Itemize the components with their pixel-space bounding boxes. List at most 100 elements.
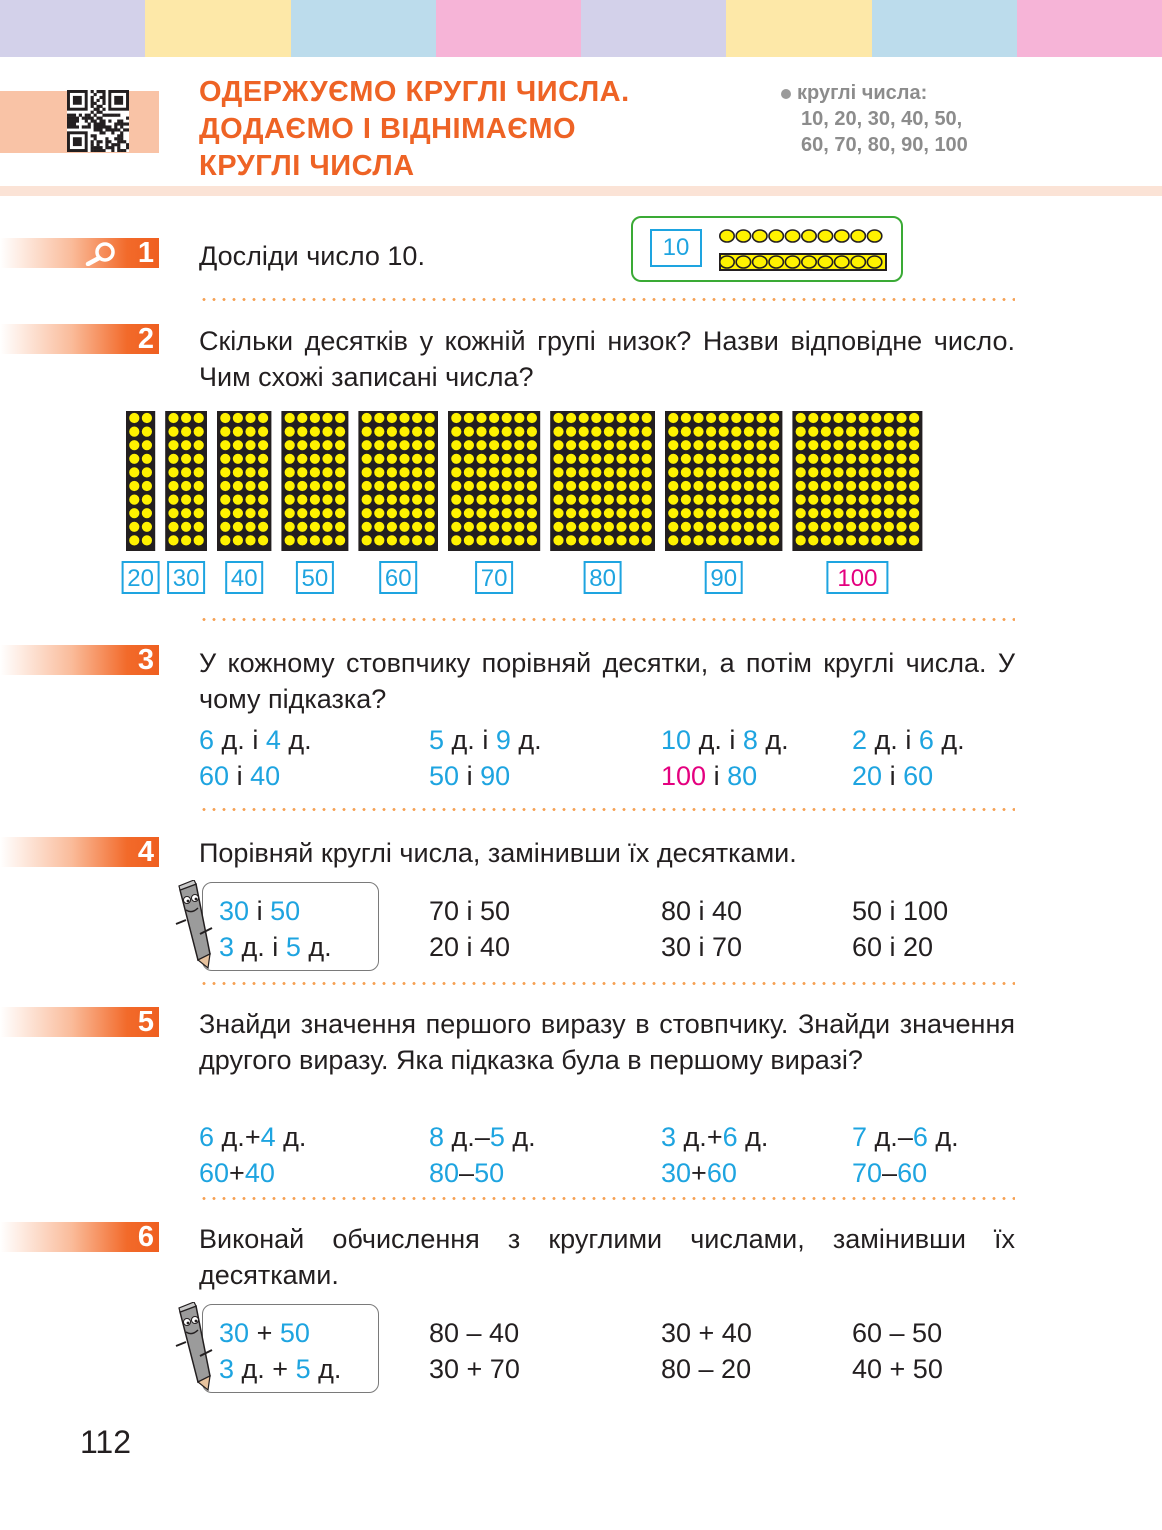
expression-row: 8 д.–5 д.: [429, 1119, 536, 1155]
tens-value: 10: [661, 725, 692, 755]
tens-value: 6: [199, 1122, 215, 1152]
qr-code-icon[interactable]: [67, 90, 130, 153]
round-number: 40: [244, 1158, 275, 1188]
magnifier-icon: [83, 242, 119, 271]
tens-unit: д.: [683, 1122, 707, 1152]
task-number: 3: [137, 644, 154, 676]
task-number: 2: [137, 323, 154, 355]
tens-value: 6: [918, 725, 934, 755]
comparison-row: 2 д. і 6 д.: [852, 722, 965, 758]
note-line: круглі числа:: [797, 82, 928, 104]
exercise-item: 80 і 40: [661, 896, 743, 926]
dotted-divider: [199, 298, 1015, 301]
bead-group: 90: [665, 411, 783, 594]
tens-value: 7: [852, 1122, 868, 1152]
task-text: У кожному стовпчику порівняй десятки, а …: [199, 648, 1015, 714]
tens-unit: д.: [874, 725, 898, 755]
task-number: 6: [137, 1221, 154, 1253]
pencil-mascot-icon: [170, 879, 216, 975]
bead-group: 20: [121, 411, 160, 594]
group-label: 90: [710, 565, 737, 592]
task-number-tab: 6: [0, 1221, 159, 1253]
example-value: 3: [219, 1354, 235, 1384]
dotted-divider: [199, 808, 1015, 811]
color-strip: [435, 0, 581, 57]
example-operator: і: [256, 896, 263, 926]
example-value: 50: [270, 896, 301, 926]
example-row: 3 д. і 5 д.: [219, 929, 332, 965]
tens-value: 8: [742, 725, 758, 755]
round-number: 80: [727, 761, 758, 791]
bead-group: 40: [217, 411, 272, 594]
round-number: 70: [852, 1158, 883, 1188]
expression-row: 70–60: [852, 1155, 927, 1191]
dotted-divider: [199, 1197, 1015, 1200]
bead-group: 80: [550, 411, 655, 594]
comparison-row: 50 і 90: [429, 758, 510, 794]
bead-group: 50: [281, 411, 349, 594]
group-label: 100: [837, 565, 877, 592]
comparison-row: 60 і 40: [199, 758, 280, 794]
task-text: Скільки десятків у кожній групі низок? Н…: [199, 326, 1015, 392]
example-row: 30 і 50: [219, 893, 300, 929]
exercise-item: 20 і 40: [429, 932, 511, 962]
exercise-item: 30 + 70: [429, 1354, 520, 1384]
tens-unit: д.: [221, 725, 245, 755]
exercise-item: 30 + 40: [661, 1318, 752, 1348]
color-strip: [581, 0, 727, 57]
operator: –: [459, 1158, 475, 1188]
tens-unit: д.: [451, 1122, 475, 1152]
number-box: 10: [650, 229, 702, 267]
round-number: 100: [661, 761, 707, 791]
comparison-row: 6 д. і 4 д.: [199, 722, 312, 758]
operator: +: [706, 1122, 723, 1152]
bead-strings-illustration: [719, 229, 887, 271]
operator: –: [474, 1122, 490, 1152]
tens-value: 5: [429, 725, 445, 755]
header-divider: [0, 186, 1162, 196]
round-number: 80: [429, 1158, 460, 1188]
pencil-mascot-icon: [170, 1301, 216, 1397]
expression-row: 60+40: [199, 1155, 275, 1191]
header-note: круглі числа: 10, 20, 30, 40, 50, 60, 70…: [781, 80, 1081, 158]
tens-value: 8: [429, 1122, 445, 1152]
group-label: 20: [127, 565, 154, 592]
bead-group: 70: [448, 411, 541, 594]
operator: –: [882, 1158, 898, 1188]
example-text: д. і: [241, 932, 279, 962]
tens-unit: д.: [288, 725, 312, 755]
expression-row: 80–50: [429, 1155, 504, 1191]
dotted-divider: [199, 618, 1015, 621]
example-operator: +: [256, 1318, 273, 1348]
example-value: 3: [219, 932, 235, 962]
conjunction: і: [466, 761, 473, 791]
bullet-icon: [781, 89, 791, 99]
bead-group: 100: [792, 411, 923, 594]
tens-value: 9: [495, 725, 511, 755]
bead-groups-illustration: 20 30 40 50 60 70 80 90 100: [121, 411, 923, 594]
color-strip: [290, 0, 436, 57]
dotted-divider: [199, 982, 1015, 985]
example-text: д.: [308, 932, 332, 962]
tens-value: 5: [489, 1122, 505, 1152]
expression-row: 7 д.–6 д.: [852, 1119, 959, 1155]
task-text: Знайди значення першого виразу в стовпчи…: [199, 1009, 1015, 1075]
tens-unit: д.: [874, 1122, 898, 1152]
task-number-tab: 4: [0, 836, 159, 868]
exercise-item: 80 – 20: [661, 1354, 752, 1384]
tens-unit: д.: [935, 1122, 959, 1152]
exercise-item: 80 – 40: [429, 1318, 520, 1348]
round-number: 40: [250, 761, 281, 791]
group-label: 70: [481, 565, 508, 592]
example-text: д. +: [241, 1354, 289, 1384]
comparison-row: 5 д. і 9 д.: [429, 722, 542, 758]
task-number-tab: 1: [0, 237, 159, 271]
example-row: 3 д. + 5 д.: [219, 1351, 341, 1387]
task-number: 5: [137, 1006, 154, 1038]
conjunction: і: [482, 725, 489, 755]
task-number-tab: 3: [0, 644, 159, 676]
title-line: ДОДАЄМО І ВІДНІМАЄМО: [199, 113, 577, 145]
example-text: д.: [318, 1354, 342, 1384]
conjunction: і: [252, 725, 259, 755]
task-number: 4: [137, 836, 154, 868]
